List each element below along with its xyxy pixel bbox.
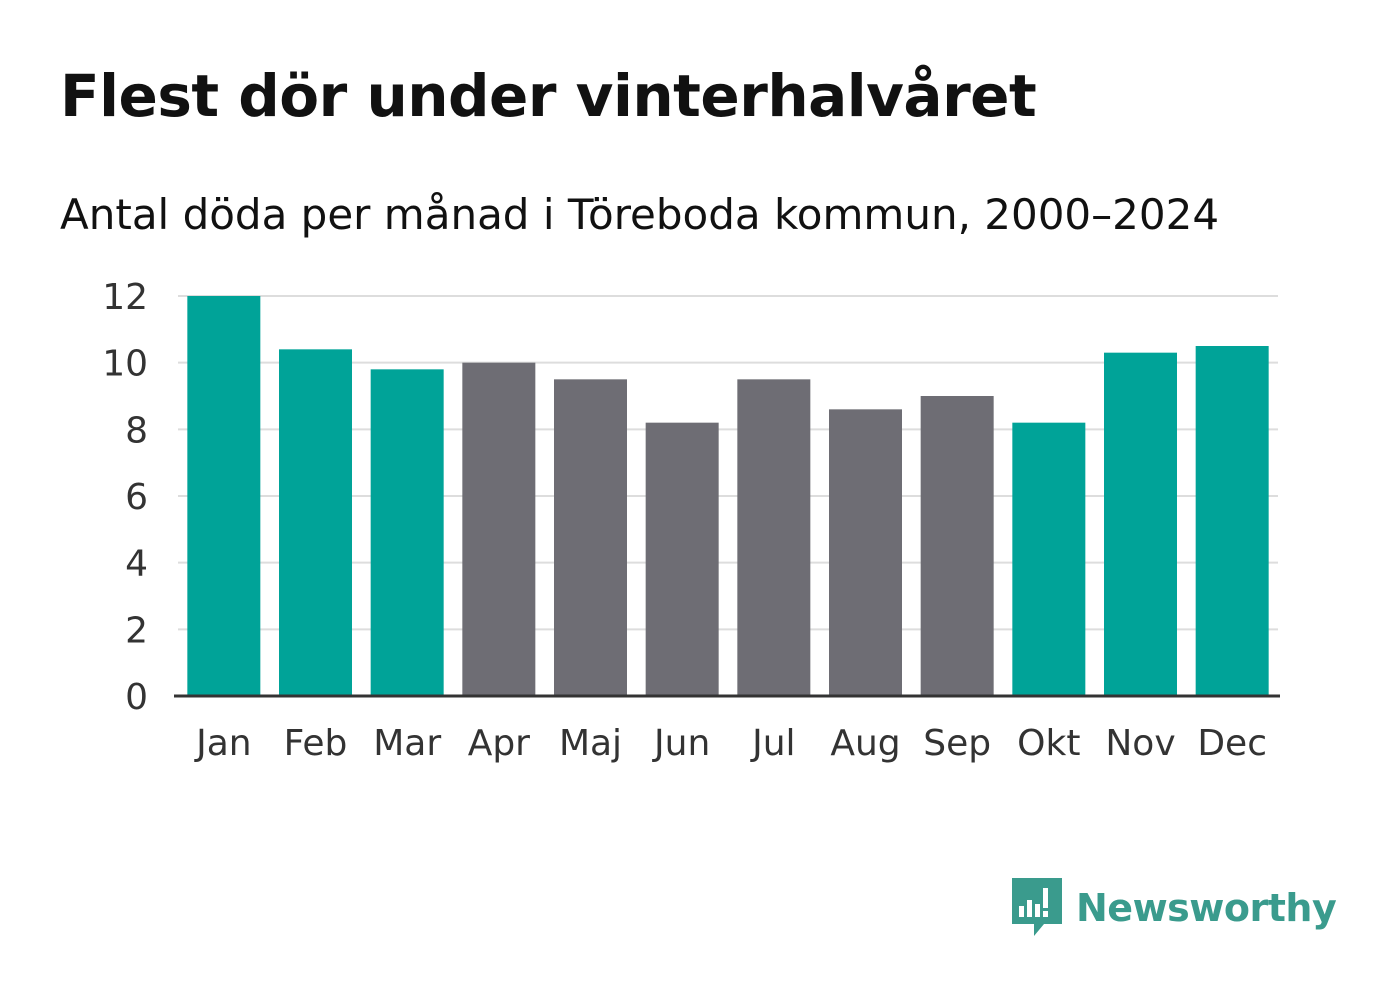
x-tick-label: Jun [652,723,710,764]
x-tick-label: Sep [923,723,991,764]
x-tick-label: Nov [1105,723,1175,764]
y-tick-label: 0 [125,677,148,718]
x-tick-label: Mar [373,723,441,764]
bar-apr [462,362,536,696]
x-tick-label: Jul [750,723,795,764]
chart-title: Flest dör under vinterhalvåret [60,62,1037,130]
newsworthy-logo-icon [1012,878,1062,936]
y-tick-label: 4 [125,544,148,585]
x-tick-label: Aug [830,723,900,764]
bar-nov [1104,352,1177,696]
brand-name: Newsworthy [1076,886,1337,930]
x-tick-label: Maj [559,723,622,764]
y-axis-ticks: 0 2 4 6 8 10 12 [102,277,148,718]
bar-dec [1195,346,1269,696]
bar-okt [1012,422,1086,696]
brand-logo: Newsworthy [1010,878,1337,938]
x-tick-label: Dec [1197,723,1267,764]
grid-lines [178,295,1278,631]
bar-sep [920,396,994,696]
bars [187,296,1269,696]
bar-jul [737,379,811,696]
chart-subtitle: Antal döda per månad i Töreboda kommun, … [60,190,1220,239]
y-tick-label: 8 [125,410,148,451]
y-tick-label: 10 [102,344,148,385]
x-axis-ticks: Jan Feb Mar Apr Maj Jun Jul Aug Sep Okt Nov Dec [194,723,1267,764]
y-tick-label: 12 [102,277,148,318]
bar-mar [370,369,444,696]
bar-jan [187,296,261,696]
x-tick-label: Feb [284,723,348,764]
x-tick-label: Jan [194,723,252,764]
bar-aug [829,409,902,696]
bar-jun [645,422,719,696]
y-tick-label: 2 [125,610,148,651]
bar-maj [554,379,627,696]
x-tick-label: Apr [468,723,530,764]
x-tick-label: Okt [1017,723,1080,764]
bar-feb [279,349,352,696]
y-tick-label: 6 [125,477,148,518]
